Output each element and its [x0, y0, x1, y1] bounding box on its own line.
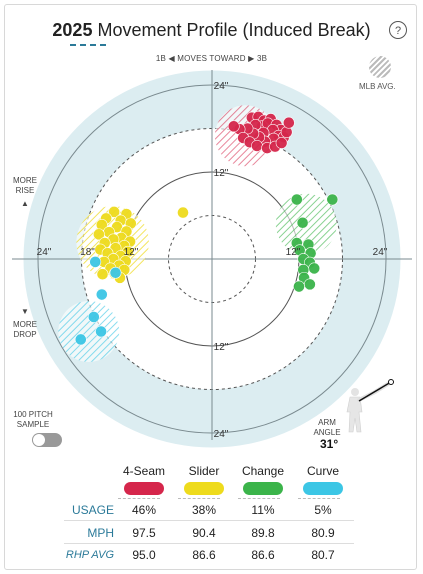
direction-legend: 1B ◀ MOVES TOWARD ▶ 3B — [0, 54, 423, 63]
mph-cell: 80.9 — [311, 526, 335, 540]
tick-label-right-12: 12" — [286, 247, 301, 258]
direction-left: 1B — [155, 54, 167, 63]
mlb-avg-swatch-icon — [369, 56, 391, 78]
usage-dash-3 — [238, 498, 280, 499]
tick-label-top-24: 24" — [214, 81, 229, 92]
pitch-name: Slider — [188, 464, 220, 478]
pitch-col-slider: Slider — [174, 464, 234, 495]
title-year[interactable]: 2025 — [52, 20, 93, 40]
row-divider — [64, 543, 354, 544]
title-text: Movement Profile (Induced Break) — [97, 20, 371, 40]
data-point — [227, 120, 240, 133]
usage-cell: 5% — [314, 503, 332, 517]
data-point — [177, 206, 189, 219]
tick-label-right-24: 24" — [373, 247, 388, 258]
data-point — [308, 262, 321, 275]
pitcher-silhouette-icon — [346, 379, 394, 433]
rhp-avg-cell: 86.6 — [192, 548, 216, 562]
tick-label-bottom-24: 24" — [214, 429, 229, 440]
usage-row-label: USAGE — [71, 503, 114, 517]
pitch-pill[interactable] — [303, 482, 343, 495]
data-point — [108, 205, 121, 218]
avg-circle-curve — [58, 301, 120, 362]
rhp-avg-cell: 80.7 — [311, 548, 335, 562]
direction-middle: MOVES TOWARD — [177, 54, 246, 63]
pitch-name: Change — [241, 464, 285, 478]
arm-angle-label: ARM ANGLE — [313, 418, 341, 437]
data-point — [96, 268, 109, 281]
usage-cell: 46% — [131, 503, 157, 517]
data-point — [93, 228, 105, 241]
tick-label-left-12: 12" — [124, 247, 139, 258]
data-point — [74, 333, 87, 346]
tick-label-bottom-12: 12" — [214, 342, 229, 353]
data-point — [303, 278, 316, 291]
data-point — [282, 116, 295, 129]
usage-cell: 38% — [191, 503, 217, 517]
tick-labels-layer: 24" 12" 12" 24" 24" 18" 12" 12" 24" — [37, 81, 388, 440]
mph-cell: 90.4 — [192, 526, 216, 540]
help-icon[interactable]: ? — [389, 21, 407, 39]
data-point — [95, 288, 108, 301]
series-curve — [74, 255, 122, 346]
data-point — [87, 311, 100, 323]
data-point — [275, 137, 288, 149]
usage-dash-2 — [178, 498, 220, 499]
data-point — [296, 216, 309, 229]
pitch-pill[interactable] — [243, 482, 283, 495]
pitch-col-fourseam: 4-Seam — [114, 464, 174, 495]
sample-label: 100 PITCH SAMPLE — [13, 410, 53, 429]
usage-cell: 11% — [251, 503, 275, 517]
rhp-avg-cell: 95.0 — [132, 548, 156, 562]
mph-cell: 97.5 — [132, 526, 156, 540]
points-layer — [74, 111, 339, 346]
year-dropdown-underline — [70, 44, 106, 46]
series-4seam — [227, 111, 295, 154]
arrow-down-icon: ▼ — [21, 307, 29, 316]
mph-row-label: MPH — [87, 526, 114, 540]
usage-dash-4 — [298, 498, 340, 499]
toggle-knob — [33, 434, 45, 446]
arrow-right-icon: ▶ — [248, 54, 255, 63]
series-slider — [93, 205, 189, 284]
more-rise-label: MORE RISE ▲ — [10, 176, 40, 209]
usage-dash-1 — [118, 498, 160, 499]
data-point — [290, 193, 303, 206]
mlb-avg-label: MLB AVG. — [359, 82, 396, 91]
tick-label-top-12: 12" — [214, 168, 229, 179]
pitch-col-curve: Curve — [293, 464, 353, 495]
data-point — [251, 139, 263, 152]
rhp-avg-row-label: RHP AVG — [65, 549, 114, 561]
more-drop-label: ▼ MORE DROP — [10, 307, 40, 340]
row-divider — [64, 520, 354, 521]
series-change — [290, 193, 339, 293]
page-title: 2025 Movement Profile (Induced Break) — [0, 20, 423, 41]
mph-cell: 89.8 — [251, 526, 275, 540]
pitch-col-change: Change — [233, 464, 293, 495]
data-point — [89, 255, 102, 268]
rings-layer — [12, 70, 412, 448]
pitch-name: 4-Seam — [122, 464, 166, 478]
direction-right: 3B — [256, 54, 268, 63]
pitch-name: Curve — [306, 464, 339, 478]
data-point — [326, 193, 339, 206]
arrow-up-icon: ▲ — [21, 199, 29, 208]
tick-label-left-18: 18" — [80, 247, 95, 258]
sample-toggle[interactable] — [32, 433, 62, 447]
arrow-left-icon: ◀ — [168, 54, 175, 63]
data-point — [293, 280, 305, 293]
pitch-pill[interactable] — [124, 482, 164, 495]
arm-angle-value: 31° — [320, 437, 339, 451]
rhp-avg-cell: 86.6 — [251, 548, 275, 562]
pitch-pill[interactable] — [184, 482, 224, 495]
data-point — [95, 325, 107, 338]
card-frame — [4, 4, 417, 570]
tick-label-left-24: 24" — [37, 247, 52, 258]
data-point — [109, 266, 122, 279]
